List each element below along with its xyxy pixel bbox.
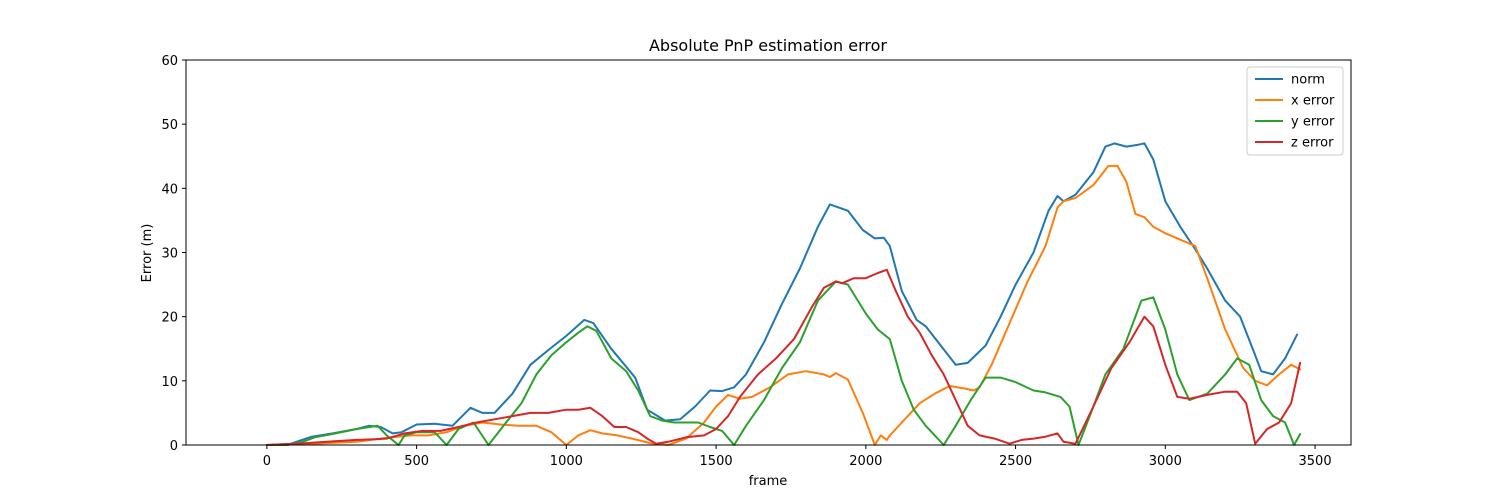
series-line-x-error [265, 164, 1302, 446]
x-tick-label: 2500 [999, 454, 1032, 469]
legend-box [1246, 66, 1344, 156]
y-tick-label: 0 [170, 439, 178, 454]
x-tick-label: 1000 [550, 454, 583, 469]
x-tick-label: 3500 [1299, 454, 1332, 469]
legend: norm x error y error z error [1246, 66, 1344, 156]
y-tick-label: 20 [161, 311, 178, 326]
y-tick-label: 60 [161, 54, 178, 69]
plot-frame [185, 59, 1352, 446]
series-line-z-error [265, 268, 1302, 446]
x-tick-label: 0 [263, 454, 271, 469]
y-axis-label: Error (m) [140, 224, 155, 283]
series-line-y-error [265, 280, 1302, 446]
x-axis-label: frame [749, 474, 788, 489]
legend-label: y error [1291, 115, 1335, 130]
x-axis-ticks: 0 500 1000 1500 2000 2500 3000 3500 [263, 445, 1332, 469]
x-tick-label: 1500 [700, 454, 733, 469]
chart-title: Absolute PnP estimation error [649, 36, 887, 55]
x-tick-label: 2000 [849, 454, 882, 469]
series-line-norm [265, 142, 1299, 446]
y-axis-ticks: 0 10 20 30 40 50 60 [161, 54, 186, 454]
y-tick-label: 40 [161, 182, 178, 197]
legend-label: norm [1291, 73, 1325, 88]
y-tick-label: 30 [161, 247, 178, 262]
y-tick-label: 10 [161, 375, 178, 390]
plot-area [265, 142, 1302, 446]
y-tick-label: 50 [161, 118, 178, 133]
legend-label: z error [1291, 136, 1334, 151]
x-tick-label: 3000 [1149, 454, 1182, 469]
legend-label: x error [1291, 94, 1335, 109]
x-tick-label: 500 [404, 454, 429, 469]
